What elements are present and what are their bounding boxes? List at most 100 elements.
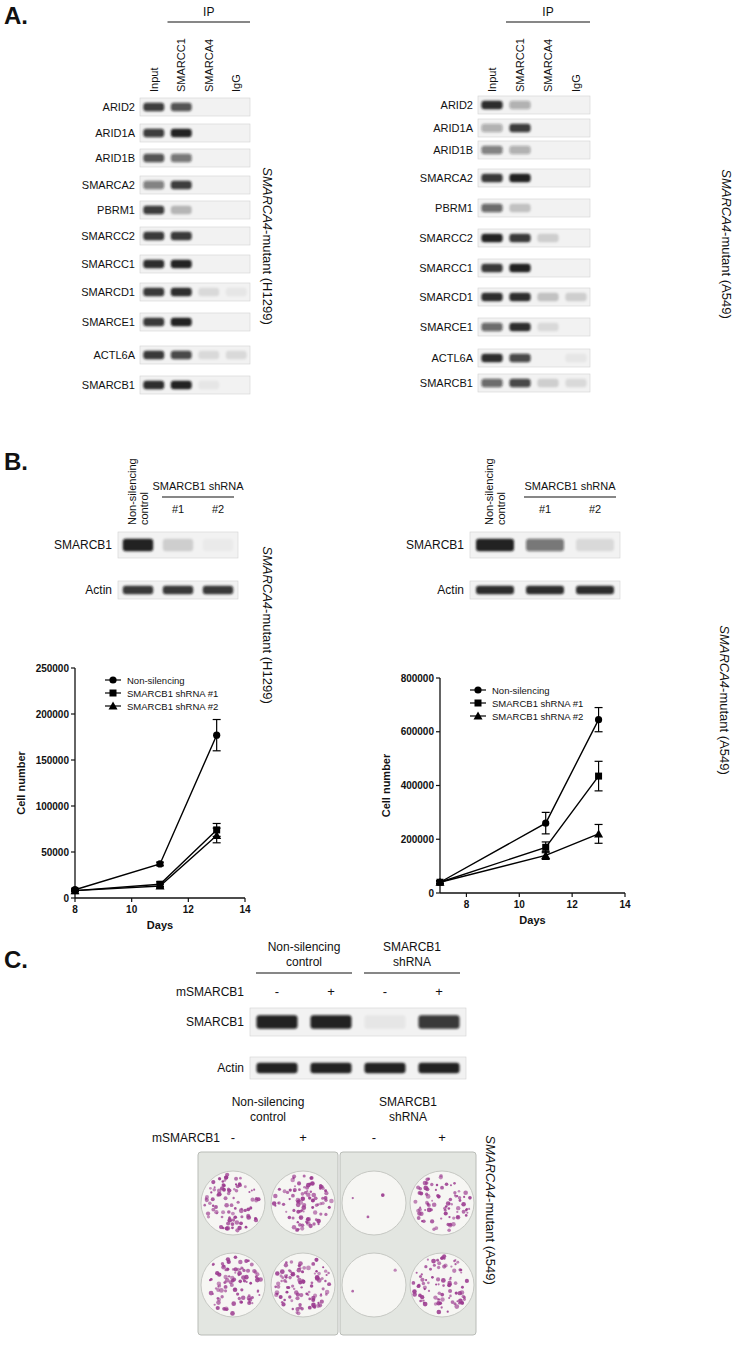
colony	[205, 1195, 209, 1199]
colony	[442, 1284, 445, 1287]
colony	[233, 1287, 238, 1292]
text-line: SMARCB1	[379, 1095, 437, 1109]
figure: A.IPInputSMARCC1SMARCA4IgGARID2ARID1AARI…	[0, 0, 742, 1350]
band	[226, 288, 247, 297]
cell-line-label: SMARCA4-mutant (H1299)	[260, 167, 275, 325]
row-label: ACTL6A	[93, 349, 135, 361]
row-label: Actin	[437, 583, 464, 597]
colony	[465, 1214, 468, 1217]
row-label: SMARCB1	[54, 538, 112, 552]
panel-letter: C.	[4, 946, 28, 973]
sign-label: +	[438, 1130, 446, 1145]
data-point	[437, 879, 444, 886]
band	[537, 124, 558, 133]
ip-bracket	[168, 21, 251, 22]
colony	[311, 1296, 315, 1300]
blot-strip	[140, 346, 250, 364]
colony	[452, 1269, 456, 1273]
colony	[222, 1307, 226, 1311]
blot-strip	[140, 149, 250, 167]
colony	[328, 1206, 331, 1209]
colony	[422, 1282, 425, 1285]
colony	[456, 1211, 458, 1213]
colony	[428, 1290, 430, 1292]
colony	[297, 1268, 302, 1273]
band	[526, 539, 564, 551]
band	[171, 232, 192, 241]
colony	[301, 1197, 305, 1201]
colony	[441, 1256, 445, 1260]
colony	[438, 1298, 440, 1300]
colony	[225, 1226, 230, 1231]
band	[226, 129, 247, 138]
colony	[281, 1301, 284, 1304]
band	[537, 234, 558, 243]
band	[537, 174, 558, 183]
blot-strip	[470, 581, 620, 599]
blot-strip	[140, 124, 250, 142]
colony	[217, 1286, 219, 1288]
band	[418, 1015, 459, 1028]
colony	[425, 1279, 427, 1281]
error-cap	[213, 719, 221, 720]
colony	[321, 1277, 324, 1280]
colony	[462, 1295, 466, 1299]
x-tick	[74, 898, 75, 902]
band	[310, 1015, 351, 1028]
colony	[224, 1282, 226, 1284]
colony	[308, 1306, 312, 1310]
y-tick	[71, 805, 75, 806]
band	[481, 354, 502, 363]
y-tick	[71, 759, 75, 760]
colony	[230, 1311, 235, 1316]
colony	[239, 1177, 242, 1180]
blot-strip	[140, 313, 250, 331]
band	[123, 586, 153, 595]
colony	[257, 1290, 259, 1292]
lane-label: #2	[589, 503, 601, 515]
gene-name: SMARCA4	[719, 169, 734, 232]
colony	[327, 1272, 330, 1275]
x-axis	[440, 892, 625, 893]
blot-strip	[140, 176, 250, 194]
x-tick	[519, 893, 520, 897]
row-label: SMARCB1	[186, 1015, 244, 1029]
colony	[417, 1284, 421, 1288]
colony	[273, 1194, 277, 1198]
band	[143, 260, 164, 269]
colonies	[351, 1269, 396, 1293]
colony	[296, 1311, 300, 1315]
colonies	[203, 1173, 260, 1233]
band	[163, 539, 193, 551]
band	[565, 354, 586, 363]
colony	[425, 1187, 429, 1191]
colony	[226, 1257, 230, 1261]
colony	[322, 1266, 324, 1268]
colony	[241, 1275, 246, 1280]
colony	[432, 1203, 437, 1208]
colony	[286, 1291, 288, 1293]
x-axis	[75, 897, 245, 898]
series-line	[440, 776, 599, 882]
colony	[352, 1197, 354, 1199]
colony	[324, 1199, 327, 1202]
band	[537, 264, 558, 273]
band	[171, 154, 192, 163]
colony	[448, 1289, 452, 1293]
colony	[211, 1180, 215, 1184]
colony	[282, 1203, 285, 1206]
blot-strip	[478, 96, 590, 114]
colony	[310, 1190, 313, 1193]
series-line	[440, 720, 599, 883]
legend-label: SMARCB1 shRNA #2	[492, 711, 583, 722]
colony	[317, 1272, 321, 1276]
colony	[417, 1216, 421, 1220]
colony	[290, 1178, 294, 1182]
colony	[420, 1295, 424, 1299]
colony	[235, 1220, 240, 1225]
colony	[297, 1221, 299, 1223]
blot-strip	[140, 255, 250, 273]
row-label: SMARCB1	[82, 379, 135, 391]
colony	[462, 1210, 466, 1214]
colony	[214, 1210, 218, 1214]
